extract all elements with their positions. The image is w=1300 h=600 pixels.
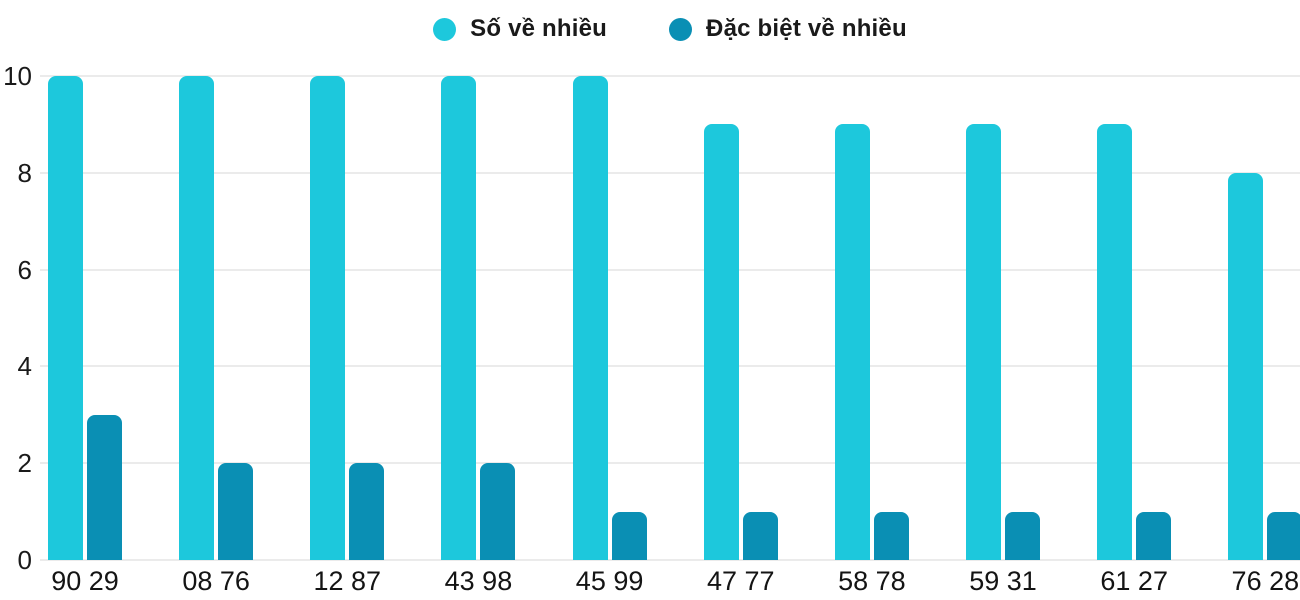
bar-series-1-90-29[interactable] bbox=[87, 414, 122, 560]
bar-series-0-59-31[interactable] bbox=[966, 124, 1002, 560]
bar-series-0-90-29[interactable] bbox=[48, 76, 83, 560]
bar-series-0-61-27[interactable] bbox=[1097, 124, 1133, 560]
bar-series-0-45-99[interactable] bbox=[572, 76, 608, 560]
gridline bbox=[40, 365, 1300, 368]
x-axis-label: 61 27 bbox=[1100, 566, 1168, 596]
y-axis-label: 8 bbox=[17, 157, 32, 188]
bar-series-1-58-78[interactable] bbox=[873, 511, 909, 560]
legend-swatch-circle-icon bbox=[433, 17, 457, 41]
gridline bbox=[40, 171, 1300, 174]
x-axis-label: 47 77 bbox=[706, 566, 775, 596]
bar-series-1-59-31[interactable] bbox=[1005, 511, 1041, 560]
y-axis-label: 2 bbox=[17, 448, 32, 479]
y-axis-label: 0 bbox=[17, 545, 32, 575]
bar-series-1-08-76[interactable] bbox=[218, 463, 254, 560]
x-axis-label: 58 78 bbox=[838, 566, 906, 596]
x-axis-label: 59 31 bbox=[969, 566, 1037, 596]
legend-label: Đặc biệt về nhiều bbox=[706, 15, 907, 42]
gridline bbox=[40, 268, 1300, 271]
gridline bbox=[40, 462, 1300, 465]
y-axis-label: 6 bbox=[17, 254, 32, 285]
bar-series-0-76-28[interactable] bbox=[1228, 172, 1264, 560]
legend-item-dac-biet-ve-nhieu[interactable]: Đặc biệt về nhiều bbox=[669, 15, 907, 43]
x-axis-label: 43 98 bbox=[444, 566, 513, 596]
gridline bbox=[40, 75, 1300, 77]
bar-series-1-76-28[interactable] bbox=[1267, 511, 1300, 560]
legend-swatch-circle-icon bbox=[669, 17, 693, 41]
bar-series-1-47-77[interactable] bbox=[742, 511, 778, 560]
bar-series-1-12-87[interactable] bbox=[349, 463, 385, 560]
bar-series-0-43-98[interactable] bbox=[441, 76, 477, 560]
bar-series-0-08-76[interactable] bbox=[179, 76, 215, 560]
gridline bbox=[40, 559, 1300, 561]
x-axis-label: 45 99 bbox=[575, 566, 644, 596]
x-axis-label: 76 28 bbox=[1231, 566, 1300, 596]
y-axis-label: 4 bbox=[17, 351, 32, 382]
chart-legend: Số về nhiều Đặc biệt về nhiều bbox=[40, 8, 1300, 50]
x-axis-label: 08 76 bbox=[182, 566, 250, 596]
bar-series-1-43-98[interactable] bbox=[480, 463, 516, 560]
legend-item-so-ve-nhieu[interactable]: Số về nhiều bbox=[433, 15, 607, 43]
bar-series-1-45-99[interactable] bbox=[611, 511, 647, 560]
x-axis-label: 12 87 bbox=[313, 566, 382, 596]
legend-label: Số về nhiều bbox=[470, 15, 608, 42]
bar-series-0-12-87[interactable] bbox=[310, 76, 346, 560]
x-axis-label: 90 29 bbox=[51, 566, 119, 596]
bar-series-1-61-27[interactable] bbox=[1136, 511, 1172, 560]
bar-series-0-58-78[interactable] bbox=[834, 124, 870, 560]
y-axis-label: 10 bbox=[3, 61, 32, 91]
bar-series-0-47-77[interactable] bbox=[703, 124, 739, 560]
